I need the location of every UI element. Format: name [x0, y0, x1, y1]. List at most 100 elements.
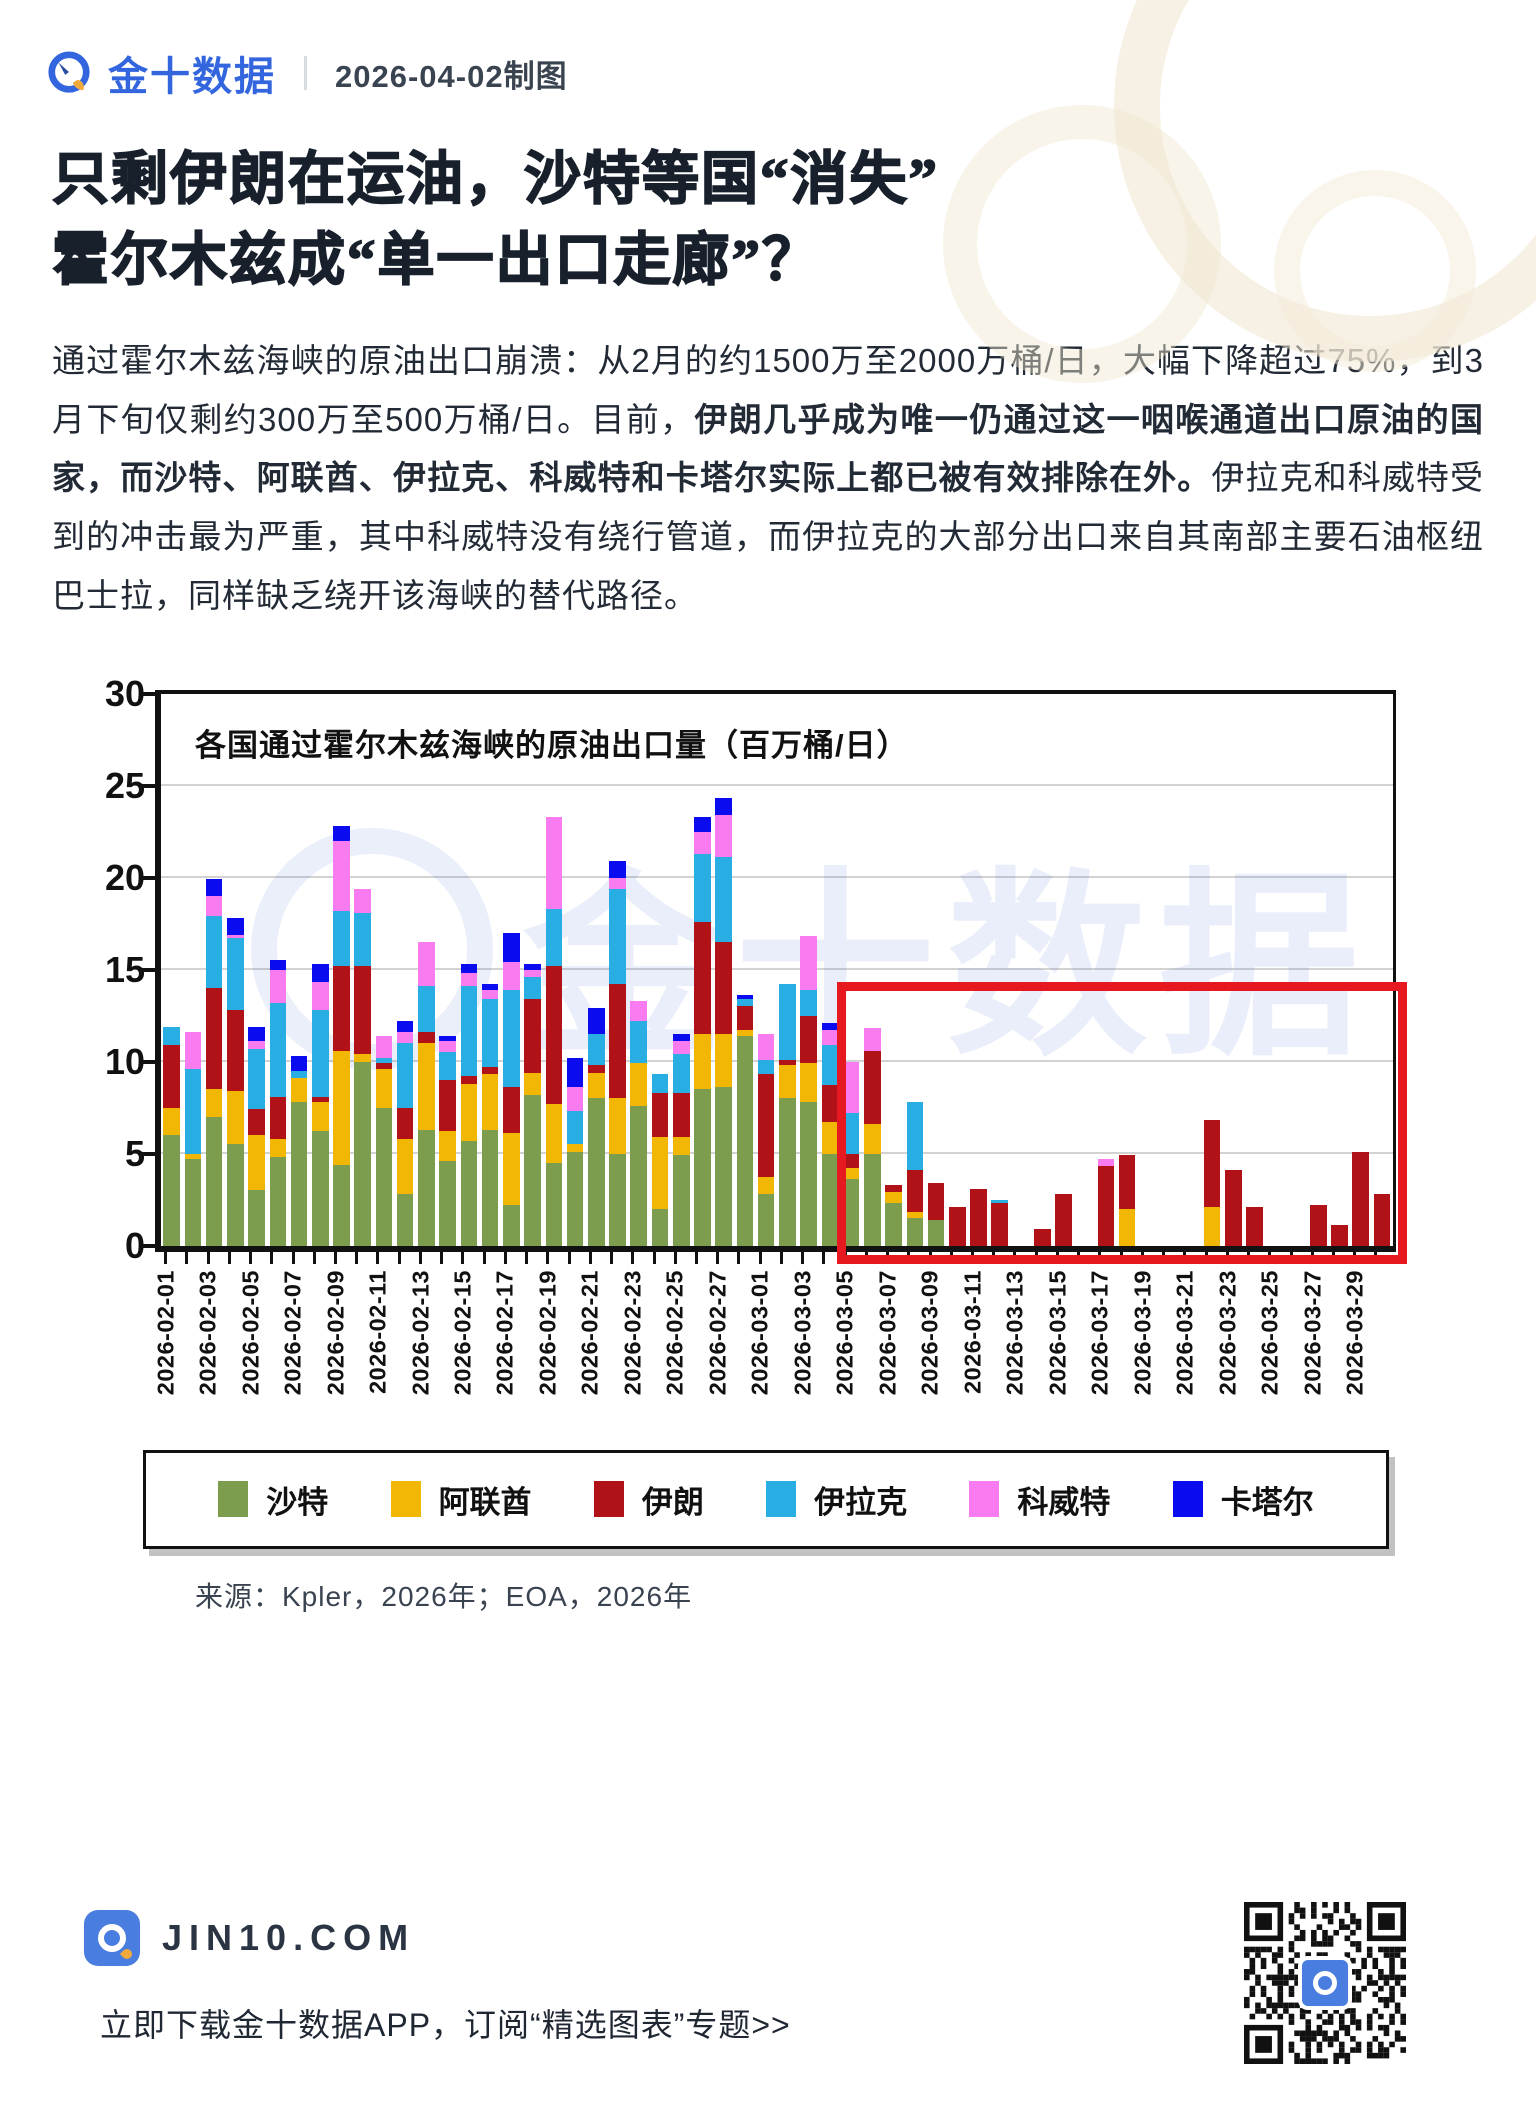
bar-segment-qatar [715, 798, 732, 816]
bar-segment-iraq [333, 910, 350, 966]
x-axis-ticks [155, 1251, 1387, 1266]
bar-segment-iraq [906, 1102, 924, 1171]
x-tick-label: 2026-03-15 [1044, 1269, 1071, 1395]
body-text-2: 伊拉克和科威特受到的冲击最为严重，其中科威特没有绕行管道，而伊拉克的大部分出口来… [52, 459, 1485, 614]
bar-segment-uae [1118, 1208, 1136, 1246]
bar-slot-2026-02-06 [267, 694, 288, 1246]
bar-segment-iran [694, 921, 711, 1034]
chart: 0 5 10 15 20 25 30 金十数据 各国通过霍尔木兹海峡的原油出口量（百万桶/日… [55, 675, 1485, 1615]
bar-slot-2026-03-24 [1244, 694, 1265, 1246]
stacked-bar [396, 1021, 414, 1246]
stacked-bar [1309, 1205, 1327, 1246]
bar-slot-2026-03-01 [756, 694, 777, 1246]
bar-segment-iran [864, 1050, 881, 1125]
bar-segment-iran [821, 1085, 839, 1123]
bar-segment-uae [439, 1131, 456, 1161]
bar-segment-iraq [396, 1043, 414, 1108]
bar-segment-kuwait [694, 831, 711, 854]
bar-segment-qatar [290, 1056, 308, 1071]
body-paragraph: 通过霍尔木兹海峡的原油出口崩溃：从2月的约1500万至2000万桶/日，大幅下降… [52, 332, 1484, 626]
y-tick-label: 15 [104, 948, 145, 990]
bar-segment-saudi [545, 1162, 563, 1246]
bar-slot-2026-03-12 [989, 694, 1010, 1246]
bar-segment-saudi [396, 1194, 414, 1246]
bar-segment-iran [163, 1045, 180, 1108]
bar-segment-qatar [481, 984, 499, 990]
x-tick-label: 2026-02-27 [704, 1269, 731, 1395]
qr-center-logo-icon [1298, 1956, 1352, 2010]
bar-slot-2026-02-10 [352, 694, 373, 1246]
bar-segment-qatar [609, 861, 626, 878]
bar-segment-iran [311, 1096, 329, 1103]
stacked-bar [864, 1028, 881, 1246]
bar-segment-iraq [694, 853, 711, 922]
bar-slot-2026-03-22 [1201, 694, 1222, 1246]
bar-segment-uae [821, 1122, 839, 1154]
x-tick-mark [813, 1251, 834, 1266]
x-tick-mark [665, 1251, 686, 1266]
x-tick-mark [835, 1251, 856, 1266]
app-download-link[interactable]: 立即下载金十数据APP，订阅“精选图表”专题>> [100, 2007, 791, 2043]
bar-segment-iran [1309, 1205, 1327, 1246]
x-tick-label: 2026-03-23 [1214, 1269, 1241, 1395]
stacked-bar [609, 861, 626, 1246]
bar-segment-iraq [588, 1033, 605, 1066]
x-tick-label: 2026-03-01 [746, 1269, 773, 1395]
bar-segment-qatar [205, 879, 223, 896]
bar-segment-iraq [375, 1057, 393, 1064]
bar-segment-iran [1246, 1206, 1263, 1246]
bar-slot-2026-02-04 [225, 694, 246, 1246]
bar-segment-iraq [672, 1054, 690, 1093]
bar-segment-iran [906, 1170, 924, 1213]
legend-swatch-iran [593, 1481, 624, 1518]
bar-segment-kuwait [311, 982, 329, 1011]
stacked-bar [906, 1102, 924, 1246]
bar-segment-iraq [800, 989, 817, 1016]
bar-segment-uae [694, 1033, 711, 1090]
bar-segment-saudi [333, 1164, 350, 1246]
bar-slot-2026-02-18 [522, 694, 543, 1246]
bar-segment-kuwait [481, 989, 499, 1000]
stacked-bar [503, 932, 520, 1246]
x-tick-mark [1068, 1251, 1089, 1266]
bar-slot-2026-03-10 [947, 694, 968, 1246]
bar-slot-2026-03-13 [1010, 694, 1031, 1246]
y-tick-label: 5 [124, 1132, 145, 1174]
bar-segment-saudi [672, 1155, 690, 1246]
bar-segment-iran [248, 1109, 265, 1136]
stacked-bar [885, 1184, 902, 1246]
x-tick-mark [941, 1251, 962, 1266]
bar-slot-2026-02-02 [182, 694, 203, 1246]
stacked-bar [439, 1035, 456, 1246]
jin10-app-icon [84, 1910, 140, 1966]
gridline-20 [161, 875, 1393, 878]
bar-segment-uae [227, 1091, 244, 1145]
bar-segment-saudi [290, 1102, 308, 1246]
x-tick-label: 2026-03-29 [1341, 1269, 1368, 1395]
bar-segment-iraq [269, 1002, 287, 1097]
x-tick-mark [367, 1251, 388, 1266]
bar-segment-saudi [311, 1131, 329, 1246]
x-tick-mark [1365, 1251, 1386, 1266]
x-tick-mark [410, 1251, 431, 1266]
bar-segment-iran [1203, 1120, 1221, 1207]
bar-segment-iraq [991, 1199, 1009, 1204]
stacked-bar [630, 1000, 648, 1246]
bar-slot-2026-02-22 [607, 694, 628, 1246]
bar-segment-kuwait [609, 877, 626, 889]
x-tick-label: 2026-02-09 [322, 1269, 349, 1395]
bar-segment-uae [672, 1137, 690, 1156]
source-note: 来源：Kpler，2026年；EOA，2026年 [195, 1580, 693, 1612]
stacked-bar [1352, 1151, 1370, 1246]
y-tick-mark [141, 1243, 155, 1248]
bar-segment-kuwait [439, 1041, 456, 1053]
bar-slot-2026-02-25 [671, 694, 692, 1246]
bar-segment-kuwait [821, 1030, 839, 1046]
bar-segment-saudi [694, 1089, 711, 1246]
bar-segment-uae [566, 1144, 584, 1152]
bar-segment-kuwait [248, 1041, 265, 1049]
gridline-5 [161, 1151, 1393, 1154]
bar-slot-2026-03-28 [1329, 694, 1350, 1246]
bar-segment-kuwait [566, 1087, 584, 1112]
bar-slot-2026-02-26 [692, 694, 713, 1246]
